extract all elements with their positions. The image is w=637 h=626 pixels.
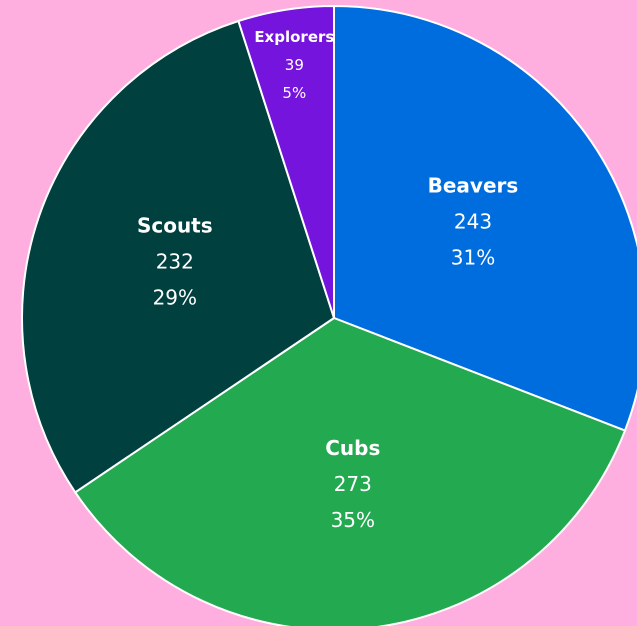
slice-name: Beavers [428,173,519,197]
pie-slice [237,4,335,319]
slice-name: Scouts [137,213,213,237]
slice-name: Explorers [254,28,334,46]
slice-value: 232 [156,249,194,273]
pie-slice [21,19,336,494]
slice-value: 273 [334,472,372,496]
slice-percent: 5% [282,84,306,102]
slice-percent: 29% [153,285,197,309]
slice-value: 243 [454,209,492,233]
slice-name: Cubs [325,436,380,460]
pie-slice [73,316,627,626]
slice-value: 39 [285,56,304,74]
slice-percent: 31% [451,245,495,269]
pie-slice [333,4,637,432]
slice-percent: 35% [331,508,375,532]
